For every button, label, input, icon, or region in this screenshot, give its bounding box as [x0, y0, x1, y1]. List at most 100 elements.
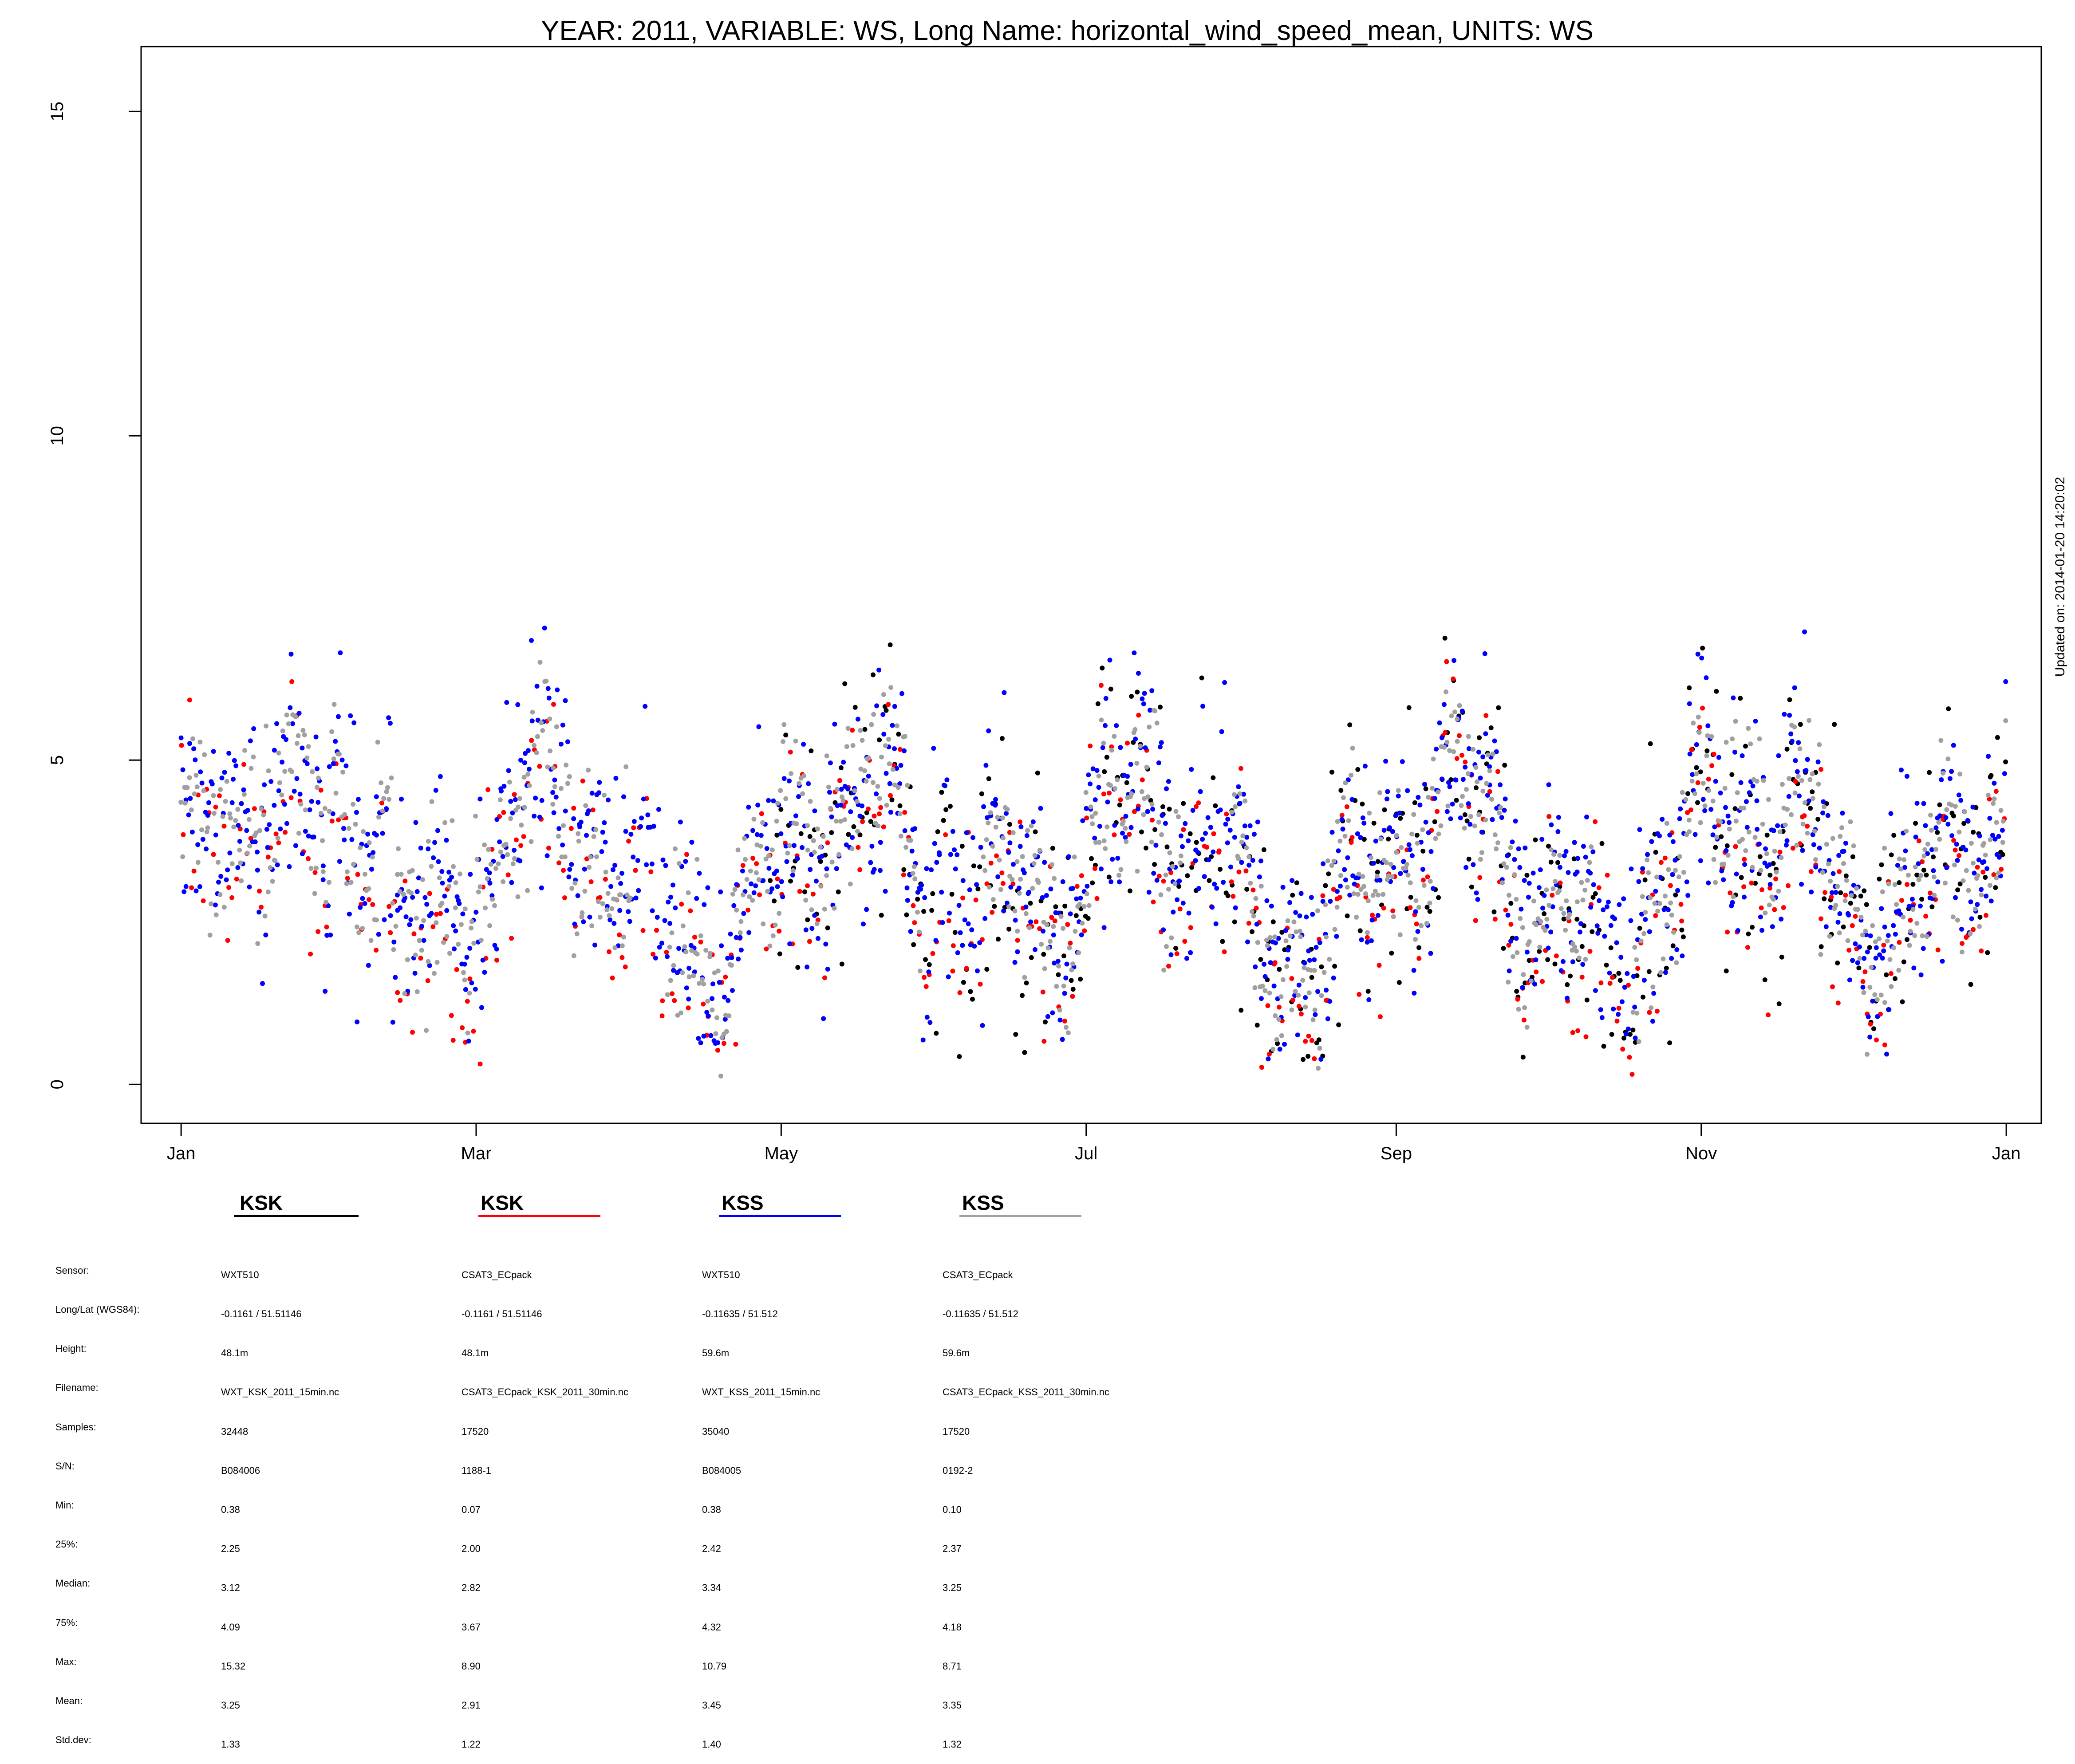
data-point — [1145, 809, 1150, 814]
data-point — [579, 914, 584, 919]
data-point — [1953, 895, 1958, 900]
data-point — [1225, 893, 1231, 898]
data-point — [1306, 948, 1311, 953]
data-point — [1928, 890, 1933, 896]
data-point — [462, 961, 467, 967]
data-point — [1169, 935, 1174, 941]
data-point — [1718, 790, 1723, 795]
data-point — [1214, 886, 1219, 891]
data-point — [787, 941, 793, 946]
longlat: -0.11635 / 51.512 — [943, 1308, 1018, 1320]
data-point — [1880, 956, 1885, 961]
data-point — [1303, 1039, 1308, 1044]
data-point — [1001, 908, 1006, 914]
data-point — [1164, 944, 1169, 949]
data-point — [673, 905, 678, 910]
data-point — [764, 946, 769, 952]
data-point — [1837, 911, 1842, 916]
data-point — [1078, 976, 1083, 982]
data-point — [540, 728, 545, 733]
data-point — [1080, 921, 1085, 926]
data-point — [633, 868, 638, 873]
data-point — [559, 786, 564, 791]
data-point — [781, 739, 785, 744]
data-point — [1891, 833, 1897, 838]
data-point — [1579, 944, 1585, 949]
data-point — [969, 927, 974, 933]
data-point — [497, 839, 502, 845]
data-point — [1242, 823, 1247, 829]
data-point — [839, 961, 844, 967]
data-point — [1949, 802, 1954, 807]
data-point — [636, 888, 641, 893]
data-point — [805, 917, 810, 922]
x-tick-label: Nov — [1685, 1144, 1717, 1163]
data-point — [393, 924, 398, 929]
data-point — [1767, 882, 1773, 887]
data-point — [306, 856, 311, 861]
q75: 3.67 — [462, 1621, 481, 1633]
data-point — [841, 760, 846, 765]
data-point — [715, 1040, 721, 1045]
samples: 17520 — [462, 1425, 489, 1437]
data-point — [1479, 850, 1484, 855]
label-sd: Std.dev: — [55, 1734, 91, 1746]
data-point — [597, 895, 603, 900]
data-point — [1321, 861, 1326, 866]
data-point — [1432, 819, 1437, 824]
data-point — [1420, 867, 1425, 872]
data-point — [660, 998, 665, 1004]
data-point — [1366, 997, 1372, 1002]
data-point — [320, 838, 325, 843]
data-point — [453, 905, 458, 910]
data-point — [439, 869, 445, 874]
data-point — [379, 800, 384, 806]
data-point — [617, 908, 623, 913]
data-point — [327, 809, 332, 814]
data-point — [746, 930, 752, 935]
data-point — [1012, 908, 1018, 914]
data-point — [1604, 962, 1609, 968]
data-point — [1144, 846, 1148, 850]
data-point — [1173, 809, 1179, 814]
data-point — [1316, 1037, 1322, 1043]
data-point — [1557, 865, 1562, 870]
data-point — [1422, 782, 1427, 787]
data-point — [1681, 934, 1686, 940]
data-point — [587, 914, 592, 920]
data-point — [1661, 907, 1667, 912]
data-point — [1640, 894, 1645, 899]
data-point — [382, 917, 387, 922]
data-point — [1984, 894, 1989, 899]
data-point — [284, 713, 289, 718]
data-point — [1142, 691, 1147, 696]
data-point — [769, 847, 775, 853]
data-point — [684, 985, 689, 991]
data-point — [1668, 900, 1673, 906]
data-point — [248, 738, 253, 744]
data-point — [275, 862, 280, 867]
data-point — [477, 884, 483, 890]
data-point — [1579, 880, 1584, 885]
data-point — [1188, 925, 1193, 930]
data-point — [702, 902, 707, 907]
data-point — [1807, 718, 1812, 723]
data-point — [444, 908, 450, 913]
data-point — [1244, 845, 1249, 850]
data-point — [1750, 784, 1755, 789]
data-point — [730, 891, 735, 897]
data-point — [874, 791, 879, 796]
data-point — [1125, 774, 1130, 779]
data-point — [558, 741, 564, 747]
data-point — [1775, 823, 1780, 828]
data-point — [1520, 1055, 1526, 1060]
data-point — [1377, 790, 1382, 795]
data-point — [1921, 946, 1926, 951]
data-point — [1061, 983, 1066, 988]
data-point — [768, 878, 773, 883]
data-point — [1617, 902, 1622, 907]
data-point — [187, 775, 192, 780]
data-point — [1905, 882, 1909, 887]
data-point — [1810, 789, 1815, 795]
data-point — [1092, 866, 1097, 871]
